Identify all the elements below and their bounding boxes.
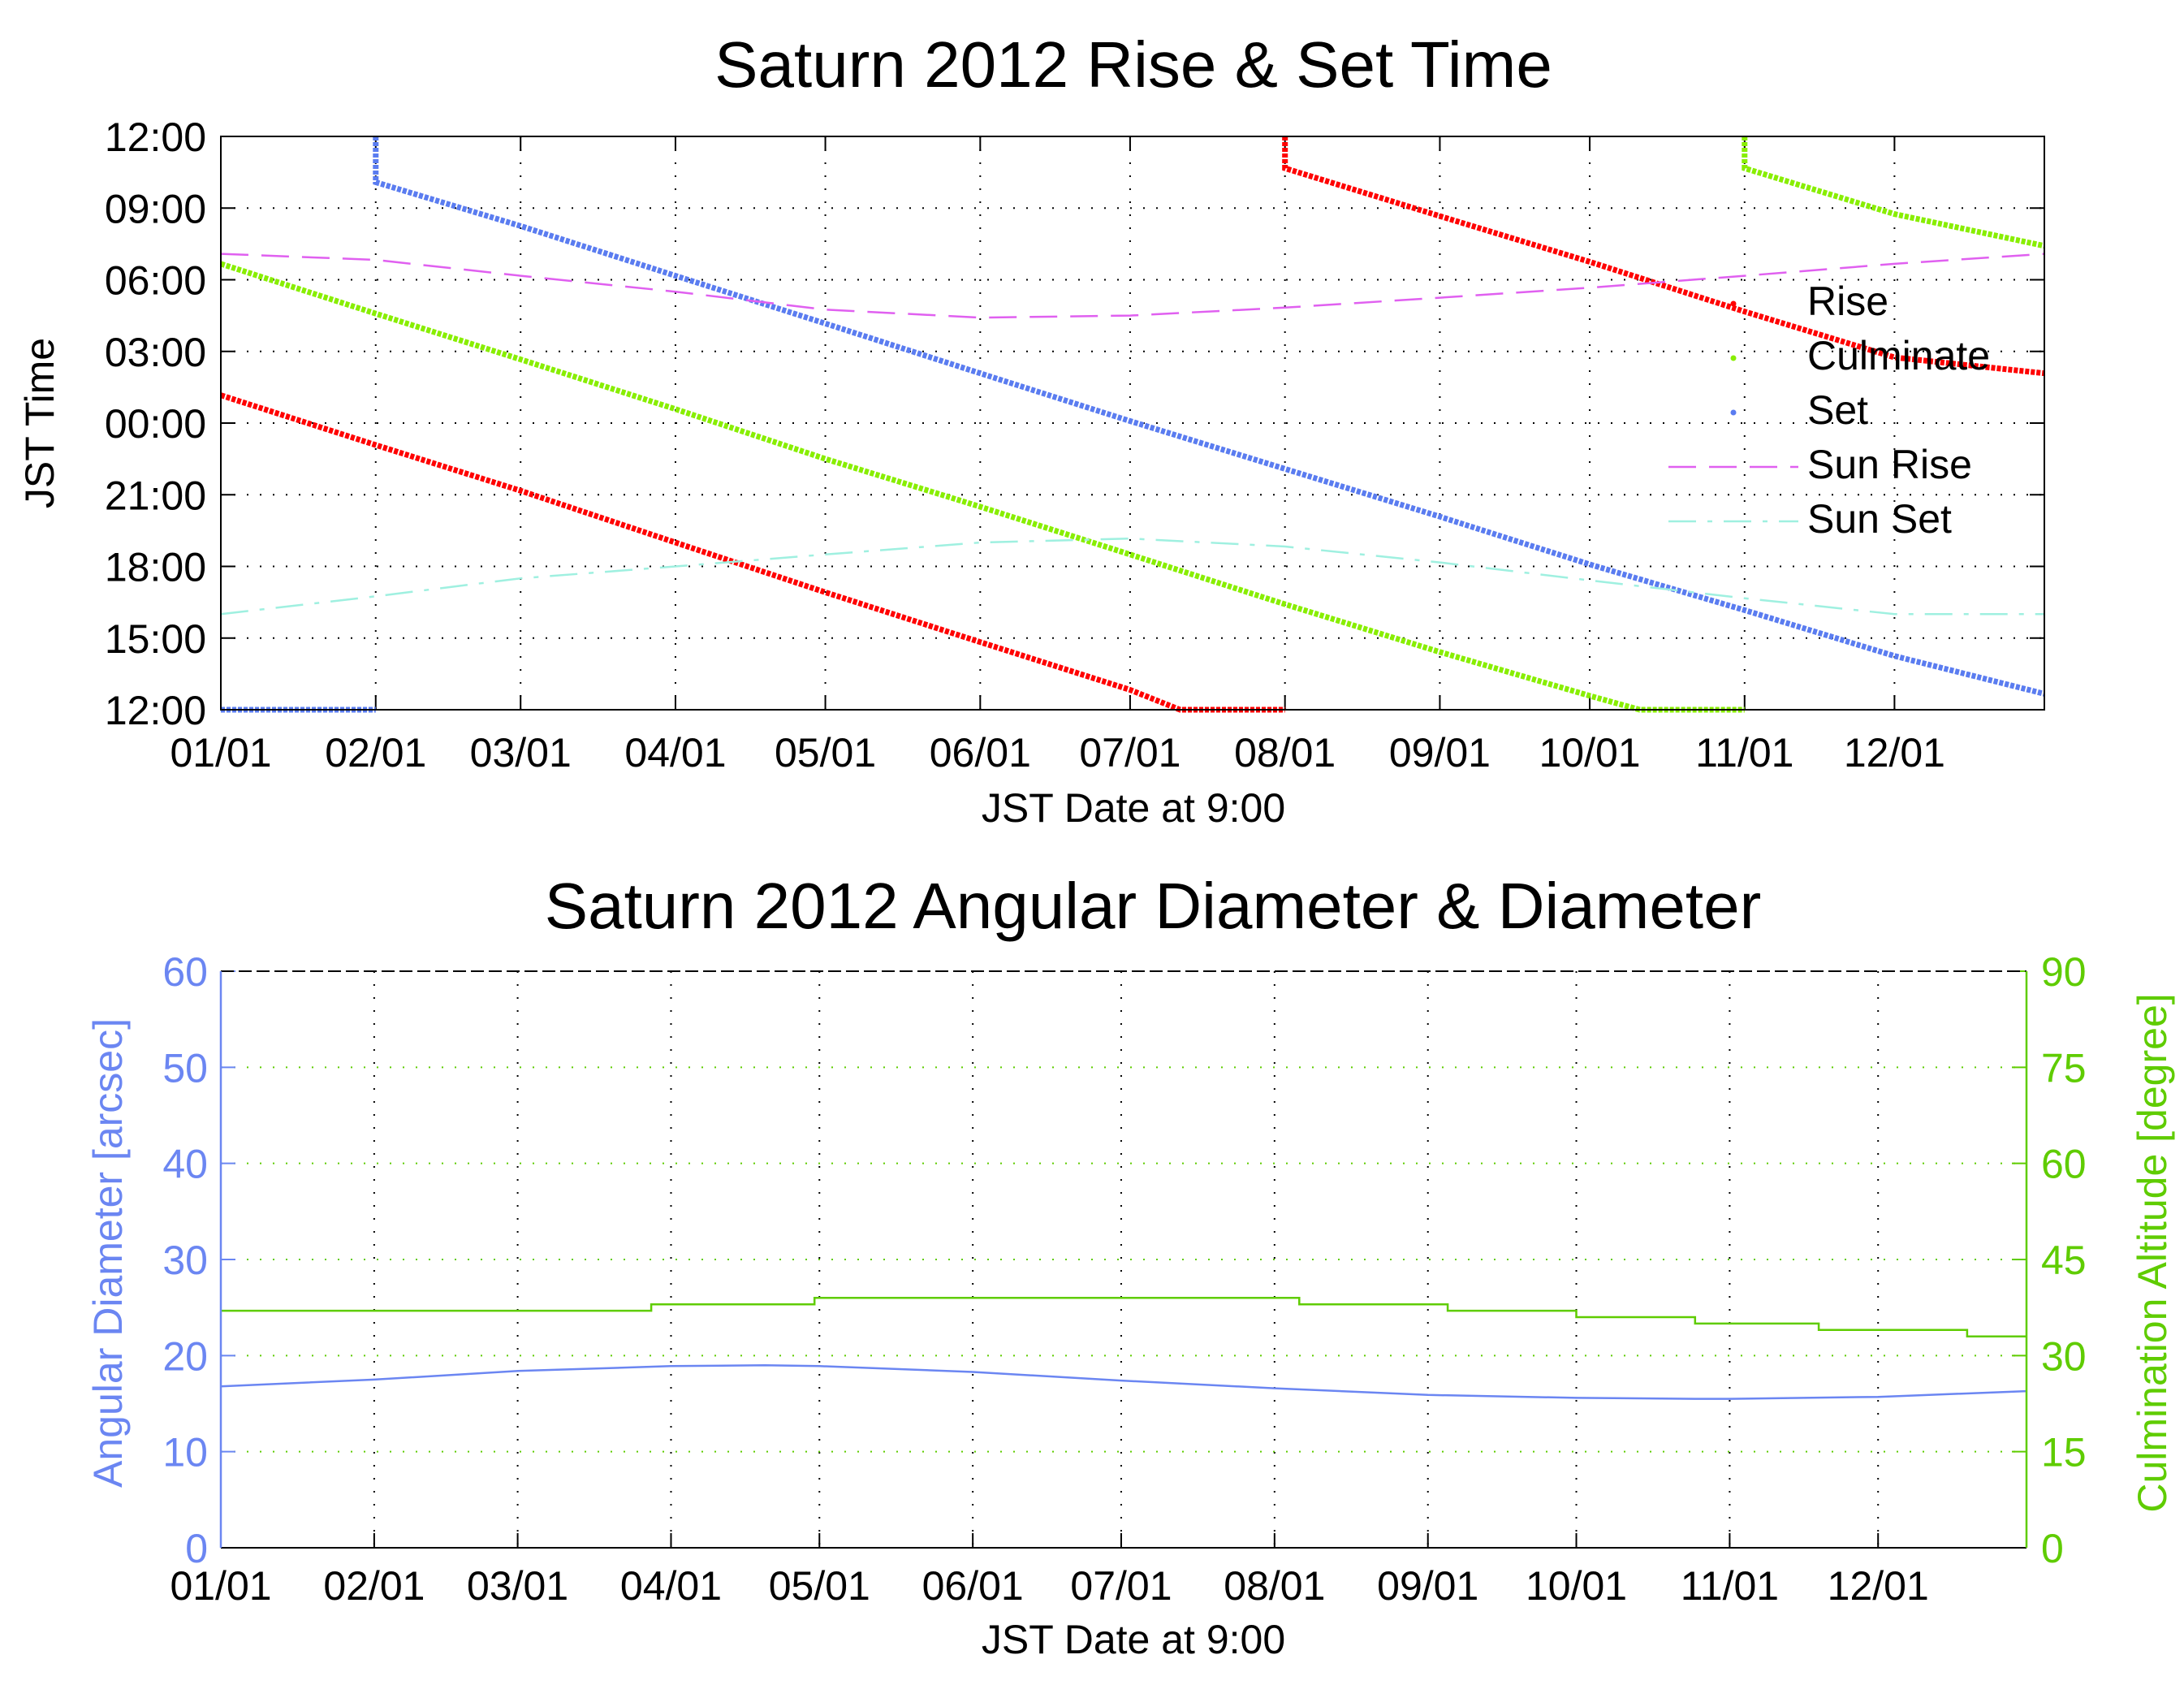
grid [220, 136, 2044, 711]
y-tick-label: 18:00 [105, 545, 206, 590]
right-y-tick-label: 0 [2041, 1526, 2064, 1571]
chart-title: Saturn 2012 Rise & Set Time [714, 28, 1552, 101]
right-y-tick-label: 90 [2041, 949, 2087, 995]
series-line-set [373, 136, 2045, 697]
left-y-tick-label: 60 [162, 949, 208, 995]
rise-set-chart: Saturn 2012 Rise & Set Time 01/01 02/01 03… [17, 28, 2045, 831]
y-tick-labels: 12:00 15:00 18:00 21:00 00:00 03:00 06:00 09:00… [105, 114, 206, 733]
series-layer [220, 1297, 2027, 1400]
legend: Rise Culminate Set Sun Rise Sun Set [1668, 279, 1990, 542]
x-tick-label: 05/01 [769, 1563, 870, 1609]
x-tick-label: 10/01 [1526, 1563, 1627, 1609]
y-tick-label: 09:00 [105, 186, 206, 231]
plot-frame [219, 970, 2028, 1549]
series-line-culminate [1742, 136, 2045, 249]
right-y-tick-label: 75 [2041, 1045, 2087, 1091]
x-tick-label: 01/01 [170, 730, 271, 776]
left-y-tick-label: 40 [162, 1142, 208, 1187]
right-y-tick-label: 60 [2041, 1142, 2087, 1187]
legend-marker-set [1730, 409, 1737, 416]
x-axis-label: JST Date at 9:00 [982, 1617, 1285, 1662]
x-tick-label: 08/01 [1224, 1563, 1325, 1609]
left-y-tick-label: 20 [162, 1333, 208, 1379]
legend-marker-culminate [1730, 355, 1737, 361]
y-axis-label: JST Time [17, 338, 63, 508]
legend-marker-rise [1730, 300, 1737, 307]
x-tick-label: 10/01 [1539, 730, 1640, 776]
x-tick-label: 08/01 [1234, 730, 1336, 776]
legend-label-set: Set [1807, 387, 1868, 433]
x-tick-label: 07/01 [1070, 1563, 1172, 1609]
y-tick-label: 12:00 [105, 688, 206, 733]
legend-label-sun-rise: Sun Rise [1807, 442, 1972, 487]
grid [220, 970, 2026, 1549]
x-tick-label: 01/01 [170, 1563, 271, 1609]
x-tick-label: 09/01 [1377, 1563, 1478, 1609]
y-tick-label: 15:00 [105, 616, 206, 662]
chart-title: Saturn 2012 Angular Diameter & Diameter [545, 870, 1762, 942]
x-tick-label: 04/01 [624, 730, 726, 776]
x-tick-label: 12/01 [1828, 1563, 1929, 1609]
x-tick-label: 06/01 [930, 730, 1031, 776]
legend-label-rise: Rise [1807, 279, 1888, 324]
left-y-tick-label: 0 [185, 1526, 208, 1571]
right-y-tick-labels: 0 15 30 45 60 75 90 [2041, 949, 2087, 1571]
x-tick-label: 09/01 [1389, 730, 1491, 776]
x-tick-labels: 01/01 02/01 03/01 04/01 05/01 06/01 07/01 08/01… [170, 730, 1945, 776]
angular-diameter-chart: Saturn 2012 Angular Diameter & Diameter … [85, 870, 2175, 1662]
y-tick-label: 00:00 [105, 401, 206, 447]
y-tick-label: 12:00 [105, 114, 206, 160]
x-tick-label: 11/01 [1695, 730, 1793, 776]
right-y-tick-label: 30 [2041, 1333, 2087, 1379]
x-tick-label: 12/01 [1844, 730, 1945, 776]
left-y-tick-label: 30 [162, 1238, 208, 1283]
right-y-axis-label: Culmination Altitude [degree] [2130, 993, 2175, 1512]
left-y-tick-label: 10 [162, 1430, 208, 1475]
series-line-sun-rise [220, 253, 2045, 319]
left-y-axis-label: Angular Diameter [arcsec] [85, 1018, 131, 1488]
culmination-altitude-line [221, 1297, 2026, 1337]
x-tick-label: 03/01 [467, 1563, 568, 1609]
x-tick-label: 11/01 [1681, 1563, 1779, 1609]
legend-label-sun-set: Sun Set [1807, 496, 1952, 542]
right-y-tick-label: 45 [2041, 1238, 2087, 1283]
x-axis-label: JST Date at 9:00 [982, 785, 1285, 831]
series-line-rise [1282, 136, 2045, 377]
y-tick-label: 03:00 [105, 330, 206, 375]
left-y-tick-label: 50 [162, 1045, 208, 1091]
x-tick-label: 03/01 [470, 730, 572, 776]
series-line-culminate [219, 261, 1745, 713]
series-line-sun-set [220, 537, 2044, 616]
x-tick-label: 02/01 [325, 730, 426, 776]
x-tick-labels: 01/01 02/01 03/01 04/01 05/01 06/01 07/01 08/01… [170, 1563, 1928, 1609]
x-tick-label: 04/01 [620, 1563, 722, 1609]
y-tick-label: 21:00 [105, 473, 206, 518]
legend-label-culminate: Culminate [1807, 333, 1990, 378]
x-tick-label: 02/01 [323, 1563, 425, 1609]
y-tick-label: 06:00 [105, 258, 206, 304]
x-tick-label: 05/01 [775, 730, 876, 776]
plot-frame [220, 136, 2045, 711]
x-tick-label: 07/01 [1079, 730, 1180, 776]
left-y-tick-labels: 0 10 20 30 40 50 60 [162, 949, 208, 1571]
x-tick-label: 06/01 [922, 1563, 1024, 1609]
right-y-tick-label: 15 [2041, 1430, 2087, 1475]
angular-diameter-line [220, 1363, 2027, 1400]
